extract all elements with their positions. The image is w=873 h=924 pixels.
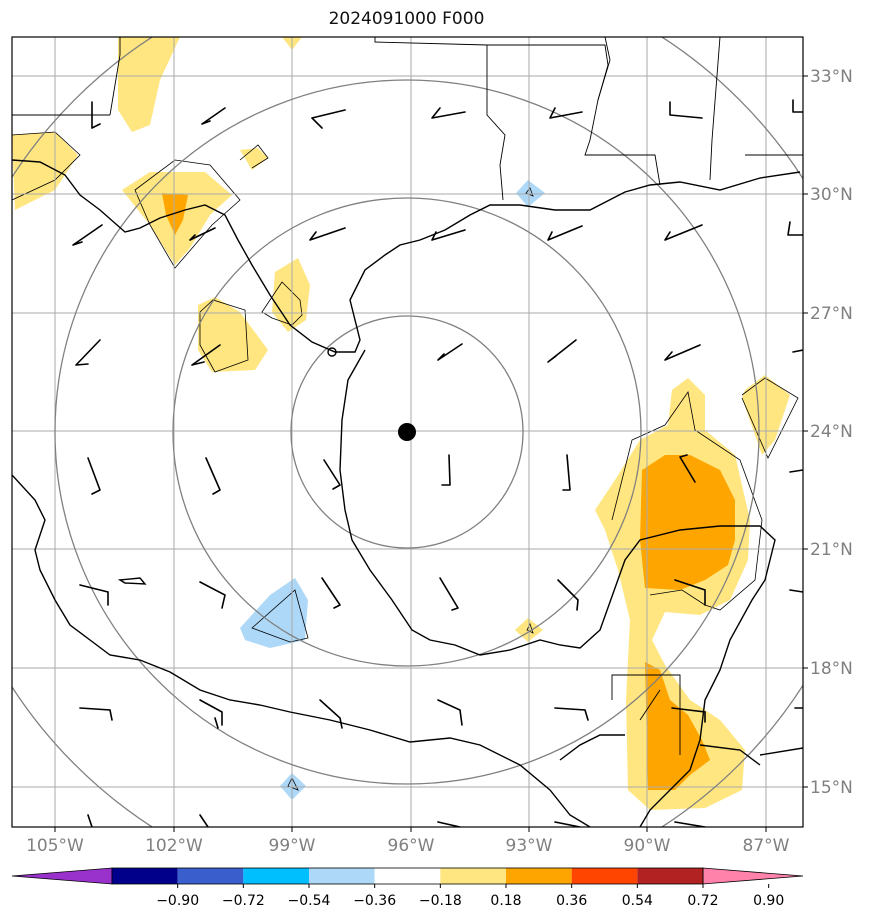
colorbar: −0.90 −0.72 −0.54 −0.36 −0.18 0.18 0.36 0.54 0.7… [11, 867, 804, 909]
colorbar-bin [637, 868, 703, 884]
state-borders [12, 37, 803, 755]
lon-label-99: 99°W [269, 836, 316, 856]
colorbar-bin [506, 868, 572, 884]
coastline [12, 159, 803, 827]
wind-barbs [72, 99, 803, 827]
colorbar-extend-high [702, 867, 804, 885]
map-area [12, 37, 803, 827]
colorbar-bin [243, 868, 309, 884]
latitude-labels: 33°N 30°N 27°N 24°N 21°N 18°N 15°N [810, 67, 853, 798]
map-title: 2024091000 F000 [328, 9, 485, 29]
graticule [12, 37, 803, 827]
lat-label-21: 21°N [810, 540, 853, 560]
colorbar-bin [177, 868, 244, 884]
lat-label-27: 27°N [810, 304, 853, 324]
colorbar-bin [440, 868, 506, 884]
lon-label-93: 93°W [506, 836, 553, 856]
lon-label-90: 90°W [624, 836, 671, 856]
colorbar-tick-label: 0.54 [622, 893, 653, 909]
colorbar-tick-label: 0.36 [556, 893, 587, 909]
colorbar-extend-low [11, 867, 113, 885]
colorbar-frame [111, 867, 704, 885]
lat-label-30: 30°N [810, 185, 853, 205]
lat-label-15: 15°N [810, 778, 853, 798]
colorbar-tick-label: −0.18 [419, 893, 462, 909]
colorbar-bin [112, 868, 178, 884]
colorbar-tick-label: 0.18 [490, 893, 521, 909]
small-ring-marker [327, 347, 337, 357]
lat-label-24: 24°N [810, 422, 853, 442]
lon-label-102: 102°W [145, 836, 203, 856]
range-rings [12, 37, 803, 827]
colorbar-tick-label: 0.90 [753, 893, 784, 909]
lon-label-87: 87°W [743, 836, 790, 856]
axis-ticks [54, 75, 808, 832]
colorbar-bin [309, 868, 375, 884]
shading-layer [12, 37, 790, 810]
lon-label-96: 96°W [388, 836, 435, 856]
colorbar-tick-label: −0.72 [222, 893, 265, 909]
colorbar-bin [374, 868, 441, 884]
colorbar-bin [571, 868, 638, 884]
longitude-labels: 105°W 102°W 99°W 96°W 93°W 90°W 87°W [26, 836, 790, 856]
colorbar-tick-label: −0.54 [288, 893, 331, 909]
map-frame [11, 36, 804, 828]
colorbar-tick-label: −0.36 [353, 893, 396, 909]
colorbar-tick-label: −0.90 [156, 893, 199, 909]
lat-label-18: 18°N [810, 659, 853, 679]
lon-label-105: 105°W [26, 836, 84, 856]
storm-center-marker [398, 423, 416, 441]
colorbar-tick-label: 0.72 [687, 893, 718, 909]
lat-label-33: 33°N [810, 67, 853, 87]
